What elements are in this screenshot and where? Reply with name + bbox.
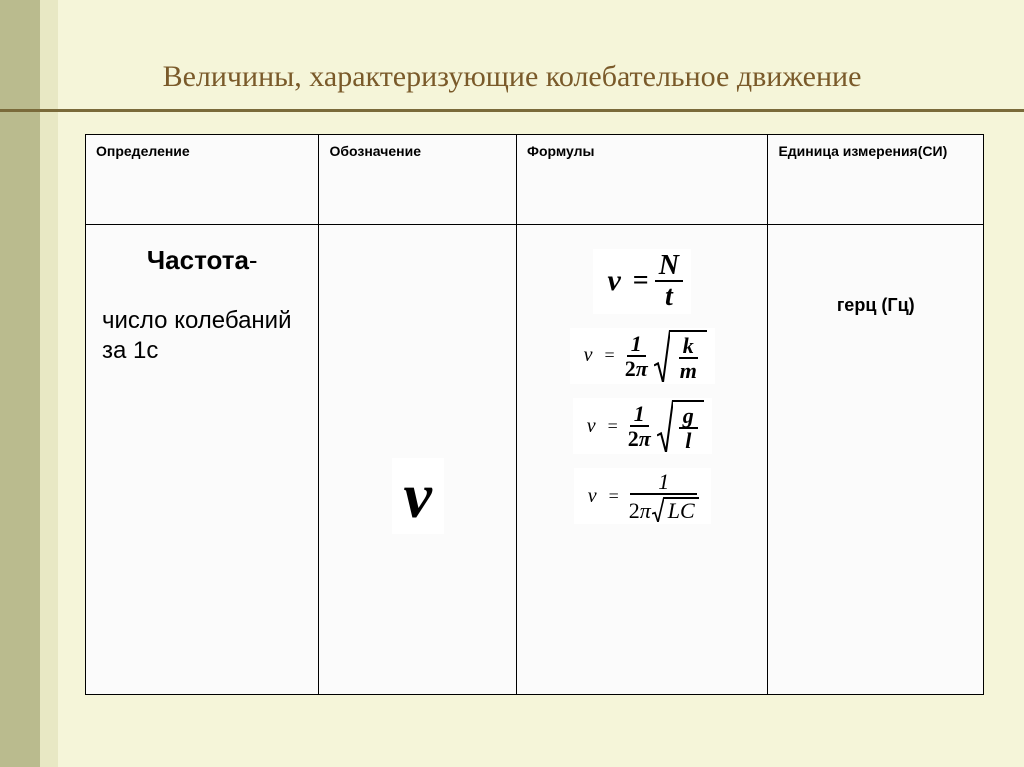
f2-den: 2π — [621, 357, 652, 380]
f2-sq-num: k — [679, 334, 698, 359]
f3-sqrt-body: g l — [673, 400, 704, 452]
term-text: Частота — [147, 245, 249, 275]
f2-lhs: ν — [578, 344, 599, 367]
formula-2: ν = 1 2π k m — [570, 328, 715, 384]
left-decor-strip — [0, 0, 40, 767]
title-underline — [40, 106, 984, 116]
term-dash: - — [249, 245, 258, 275]
formula-4: ν = 1 2π LC — [574, 468, 711, 524]
hdr-symbol: Обозначение — [319, 135, 517, 225]
f3-num: 1 — [630, 402, 649, 427]
f2-sqrt-body: k m — [670, 330, 707, 382]
radical-icon — [657, 400, 673, 452]
formula-1: ν = N t — [593, 249, 691, 314]
f1-num: N — [655, 251, 683, 282]
f4-den: 2π LC — [625, 495, 703, 522]
symbol-box: ν — [392, 458, 444, 534]
definition-text: число колебаний за 1с — [96, 306, 308, 366]
f3-den: 2π — [624, 427, 655, 450]
f3-frac: 1 2π — [624, 402, 655, 450]
f4-frac: 1 2π LC — [625, 470, 703, 522]
f4-sqrt: LC — [652, 497, 699, 522]
hdr-definition: Определение — [86, 135, 319, 225]
f3-sqrt: g l — [657, 400, 704, 452]
formula-3: ν = 1 2π g l — [573, 398, 712, 454]
f1-frac: N t — [655, 251, 683, 312]
slide: Величины, характеризующие колебательное … — [0, 0, 1024, 767]
quantities-table: Определение Обозначение Формулы Единица … — [85, 134, 984, 695]
slide-title: Величины, характеризующие колебательное … — [40, 60, 984, 94]
f3-sq-den: l — [681, 429, 695, 452]
f4-sqrt-body: LC — [664, 497, 699, 522]
symbol-nu: ν — [404, 460, 432, 531]
f2-frac: 1 2π — [621, 332, 652, 380]
cell-symbol: ν — [319, 225, 517, 695]
eq-icon: = — [627, 265, 655, 297]
cell-definition: Частота- число колебаний за 1с — [86, 225, 319, 695]
table-header-row: Определение Обозначение Формулы Единица … — [86, 135, 984, 225]
f4-lhs: ν — [582, 485, 603, 508]
f2-sq-den: m — [676, 359, 701, 382]
definition-term: Частота- — [96, 245, 308, 276]
f3-sq-num: g — [679, 404, 698, 429]
hdr-unit: Единица измерения(СИ) — [768, 135, 984, 225]
radical-icon — [654, 330, 670, 382]
table-container: Определение Обозначение Формулы Единица … — [85, 134, 984, 695]
formulas-list: ν = N t ν = 1 2π — [527, 245, 757, 524]
f1-lhs: ν — [601, 264, 626, 298]
f4-num: 1 — [630, 470, 697, 495]
eq-icon: = — [599, 345, 621, 366]
cell-unit: герц (Гц) — [768, 225, 984, 695]
radical-icon — [652, 497, 664, 522]
f1-den: t — [661, 282, 677, 311]
f2-num: 1 — [627, 332, 646, 357]
hdr-formulas: Формулы — [517, 135, 768, 225]
cell-formulas: ν = N t ν = 1 2π — [517, 225, 768, 695]
unit-text: герц (Гц) — [837, 295, 915, 315]
f2-sqrt: k m — [654, 330, 707, 382]
eq-icon: = — [603, 486, 625, 507]
eq-icon: = — [602, 416, 624, 437]
table-row: Частота- число колебаний за 1с ν ν = — [86, 225, 984, 695]
f3-lhs: ν — [581, 415, 602, 438]
